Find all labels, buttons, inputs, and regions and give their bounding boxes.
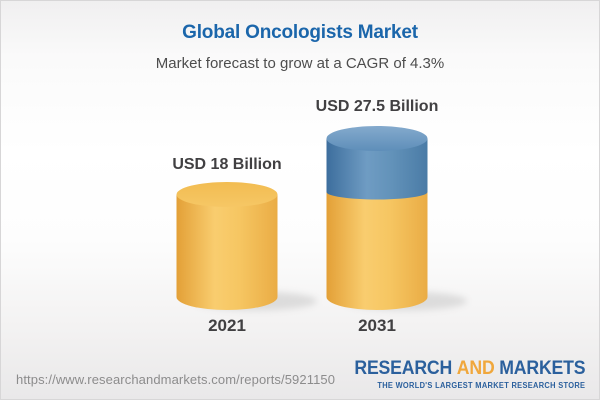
page-title: Global Oncologists Market bbox=[182, 22, 418, 43]
logo-tagline: THE WORLD'S LARGEST MARKET RESEARCH STOR… bbox=[376, 380, 585, 390]
bar-2031-cylinder bbox=[326, 126, 428, 310]
axis-label-2031: 2031 bbox=[358, 316, 396, 335]
bar-2021-cylinder bbox=[176, 182, 278, 310]
report-url-link[interactable]: https://www.researchandmarkets.com/repor… bbox=[16, 372, 336, 387]
logo-word-and: AND bbox=[456, 358, 495, 379]
research-and-markets-logo[interactable]: RESEARCH AND MARKETS THE WORLD'S LARGEST… bbox=[354, 359, 585, 390]
bar-value-2021: USD 18 Billion bbox=[172, 156, 282, 173]
page-subtitle: Market forecast to grow at a CAGR of 4.3… bbox=[155, 55, 445, 72]
logo-word-markets: MARKETS bbox=[498, 358, 585, 379]
bar-value-2031: USD 27.5 Billion bbox=[315, 98, 439, 115]
logo-wordmark: RESEARCH AND MARKETS bbox=[354, 359, 585, 379]
axis-label-2021: 2021 bbox=[208, 316, 246, 335]
logo-word-research: RESEARCH bbox=[354, 358, 452, 379]
